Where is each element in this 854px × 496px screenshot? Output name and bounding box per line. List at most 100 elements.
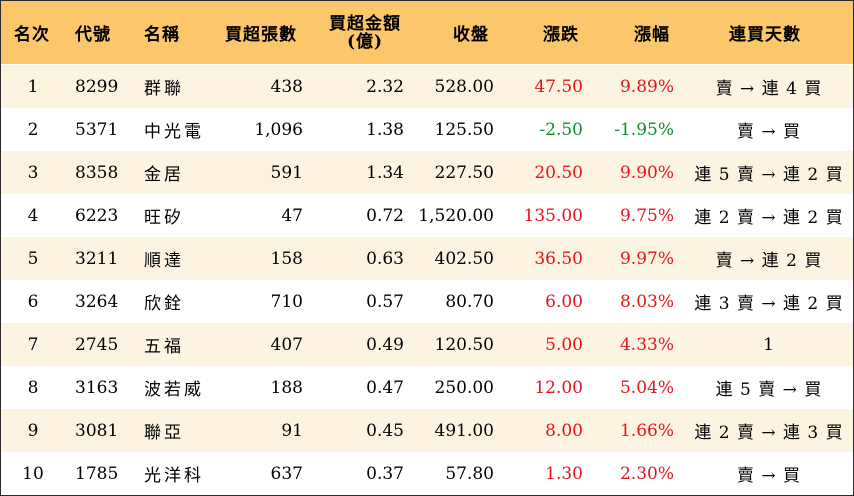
cell-code: 5371 [75,119,119,140]
cell-name: 五福 [144,337,184,357]
cell-pct: 4.33% [619,334,674,355]
cell-pct: 9.97% [619,248,674,269]
cell-change: 135.00 [523,205,583,226]
cell-shares: 188 [270,377,303,398]
cell-rank: 3 [27,162,39,183]
header-amount-unit: (億) [346,31,384,52]
cell-change: 8.00 [545,420,583,441]
cell-amount: 1.34 [366,162,404,183]
header-close: 收盤 [453,25,489,45]
cell-pct: 9.89% [619,76,674,97]
cell-shares: 591 [270,162,303,183]
cell-code: 8358 [75,162,119,183]
cell-shares: 407 [270,334,303,355]
cell-amount: 0.49 [366,334,404,355]
cell-rank: 7 [27,334,39,355]
header-amount-label: 買超金額 [329,13,401,34]
cell-shares: 1,096 [254,119,303,140]
cell-pct: 2.30% [619,463,674,484]
cell-change: 1.30 [545,463,583,484]
cell-amount: 2.32 [366,76,404,97]
cell-name: 光洋科 [144,466,204,486]
cell-rank: 2 [27,119,39,140]
cell-amount: 1.38 [366,119,404,140]
cell-code: 3264 [75,291,119,312]
cell-close: 57.80 [445,463,494,484]
cell-amount: 0.72 [366,205,404,226]
cell-name: 順達 [144,251,184,271]
cell-shares: 47 [281,205,303,226]
cell-change: 5.00 [545,334,583,355]
cell-name: 群聯 [144,79,184,99]
cell-days: 賣 → 買 [736,466,802,486]
table-row: 10 1785 光洋科 637 0.37 57.80 1.30 2.30% 賣 → 買 [1,452,853,495]
cell-close: 120.50 [434,334,494,355]
cell-close: 491.00 [434,420,494,441]
table-row: 1 8299 群聯 438 2.32 528.00 47.50 9.89% 賣 → 連 4 買 [1,65,853,108]
cell-code: 1785 [75,463,119,484]
cell-name: 欣銓 [144,294,184,314]
header-pct: 漲幅 [634,25,670,45]
cell-amount: 0.63 [366,248,404,269]
cell-close: 227.50 [434,162,494,183]
cell-shares: 91 [281,420,303,441]
cell-amount: 0.57 [366,291,404,312]
cell-rank: 6 [27,291,39,312]
cell-close: 250.00 [434,377,494,398]
table-row: 2 5371 中光電 1,096 1.38 125.50 -2.50 -1.95% 賣 → 買 [1,108,853,151]
cell-code: 3163 [75,377,119,398]
header-shares: 買超張數 [225,25,297,45]
cell-code: 3081 [75,420,119,441]
table-row: 6 3264 欣銓 710 0.57 80.70 6.00 8.03% 連 3 賣 → 連 2 … [1,280,853,323]
cell-pct: 9.90% [619,162,674,183]
cell-days: 連 5 賣 → 買 [715,380,823,400]
cell-close: 125.50 [434,119,494,140]
cell-code: 6223 [75,205,119,226]
cell-code: 8299 [75,76,119,97]
header-name: 名稱 [144,25,180,45]
cell-code: 2745 [75,334,119,355]
header-rank: 名次 [14,25,50,45]
cell-shares: 438 [270,76,303,97]
cell-name: 中光電 [144,122,204,142]
cell-change: 20.50 [534,162,583,183]
cell-name: 聯亞 [144,423,184,443]
table-row: 3 8358 金居 591 1.34 227.50 20.50 9.90% 連 5 賣 → 連 … [1,151,853,194]
header-days: 連買天數 [729,25,801,45]
table-row: 8 3163 波若威 188 0.47 250.00 12.00 5.04% 連 5 賣 → 買 [1,366,853,409]
cell-days: 連 3 賣 → 連 2 買 [694,294,844,314]
table-row: 7 2745 五福 407 0.49 120.50 5.00 4.33% 1 [1,323,853,366]
header-code: 代號 [75,25,111,45]
cell-days: 賣 → 買 [736,122,802,142]
cell-code: 3211 [75,248,119,269]
table-header: 名次 代號 名稱 買超張數 買超金額 (億) 收盤 漲跌 漲幅 連買天數 [1,1,853,64]
cell-change: -2.50 [539,119,583,140]
cell-days: 連 5 賣 → 連 2 買 [694,165,844,185]
cell-rank: 10 [22,463,44,484]
cell-pct: 9.75% [619,205,674,226]
cell-days: 連 2 賣 → 連 2 買 [694,208,844,228]
cell-rank: 4 [27,205,39,226]
cell-close: 80.70 [445,291,494,312]
cell-name: 旺矽 [144,208,184,228]
cell-rank: 5 [27,248,39,269]
header-amount: 買超金額 (億) [323,1,407,64]
cell-pct: 1.66% [619,420,674,441]
cell-rank: 1 [27,76,39,97]
cell-days: 連 2 賣 → 連 3 買 [694,423,844,443]
table-row: 5 3211 順達 158 0.63 402.50 36.50 9.97% 賣 → 連 2 買 [1,237,853,280]
cell-change: 36.50 [534,248,583,269]
cell-rank: 8 [27,377,39,398]
cell-amount: 0.37 [366,463,404,484]
cell-days: 賣 → 連 2 買 [715,251,823,271]
cell-name: 波若威 [144,380,204,400]
cell-pct: -1.95% [614,119,674,140]
cell-shares: 637 [270,463,303,484]
cell-amount: 0.45 [366,420,404,441]
cell-shares: 710 [270,291,303,312]
cell-days: 1 [763,334,775,355]
cell-rank: 9 [27,420,39,441]
table-row: 4 6223 旺矽 47 0.72 1,520.00 135.00 9.75% 連 2 賣 → … [1,194,853,237]
cell-shares: 158 [270,248,303,269]
